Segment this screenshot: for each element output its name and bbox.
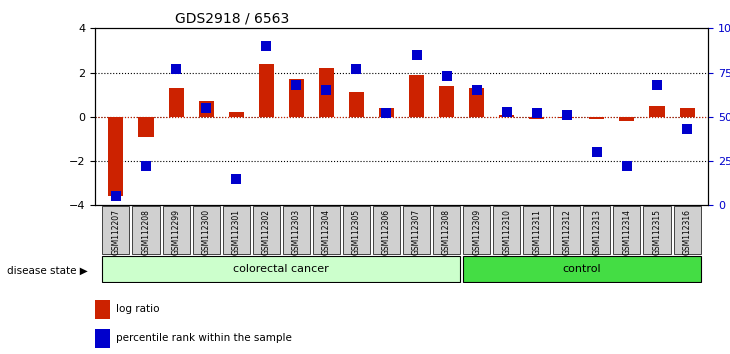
Point [291,82,302,88]
Text: GSM112306: GSM112306 [382,209,391,255]
FancyBboxPatch shape [132,206,160,254]
Point [200,105,212,111]
FancyBboxPatch shape [193,206,220,254]
FancyBboxPatch shape [493,206,520,254]
Text: disease state ▶: disease state ▶ [7,266,88,276]
FancyBboxPatch shape [553,206,580,254]
Point [651,82,663,88]
FancyBboxPatch shape [403,206,430,254]
Bar [650,106,664,117]
Point [681,126,693,132]
FancyBboxPatch shape [433,206,460,254]
Bar [289,79,304,117]
FancyBboxPatch shape [463,206,490,254]
Text: GSM112302: GSM112302 [262,209,271,255]
Point [621,164,633,169]
Bar [620,117,634,121]
Point [170,66,182,72]
Text: GSM112314: GSM112314 [623,209,631,255]
Bar [499,115,514,117]
Text: GDS2918 / 6563: GDS2918 / 6563 [174,12,289,26]
Bar [169,88,183,117]
FancyBboxPatch shape [283,206,310,254]
Bar [95,300,110,319]
Point [380,110,392,116]
FancyBboxPatch shape [163,206,190,254]
FancyBboxPatch shape [613,206,640,254]
Bar [109,117,123,196]
Point [441,73,453,79]
FancyBboxPatch shape [523,206,550,254]
Text: GSM112300: GSM112300 [201,209,211,255]
Point [471,87,483,93]
Text: GSM112208: GSM112208 [142,209,150,255]
Bar [559,117,575,118]
FancyBboxPatch shape [253,206,280,254]
Point [231,176,242,182]
Bar [589,117,604,119]
Bar [95,329,110,348]
Text: GSM112207: GSM112207 [112,209,120,255]
Text: GSM112316: GSM112316 [683,209,691,255]
FancyBboxPatch shape [674,206,701,254]
Point [591,149,603,155]
Point [110,194,122,199]
Text: GSM112311: GSM112311 [532,209,541,255]
Text: log ratio: log ratio [116,304,160,314]
Text: GSM112309: GSM112309 [472,209,481,255]
Point [411,52,423,58]
Text: GSM112312: GSM112312 [562,209,572,255]
Text: GSM112315: GSM112315 [653,209,661,255]
Bar [529,117,545,119]
Bar [258,64,274,117]
Bar [379,108,394,117]
Bar [228,113,244,117]
Text: GSM112310: GSM112310 [502,209,511,255]
FancyBboxPatch shape [583,206,610,254]
FancyBboxPatch shape [313,206,340,254]
Bar [349,92,364,117]
Text: percentile rank within the sample: percentile rank within the sample [116,333,292,343]
Bar [319,68,334,117]
FancyBboxPatch shape [643,206,671,254]
Text: GSM112303: GSM112303 [292,209,301,255]
Text: colorectal cancer: colorectal cancer [234,264,329,274]
Bar [680,108,694,117]
Bar [199,101,214,117]
Point [320,87,332,93]
Text: GSM112307: GSM112307 [412,209,421,255]
FancyBboxPatch shape [463,256,701,282]
Text: GSM112305: GSM112305 [352,209,361,255]
FancyBboxPatch shape [102,256,460,282]
Text: control: control [563,264,602,274]
Point [501,109,512,114]
Point [140,164,152,169]
Text: GSM112308: GSM112308 [442,209,451,255]
Bar [439,86,454,117]
Bar [409,75,424,117]
FancyBboxPatch shape [102,206,129,254]
Text: GSM112299: GSM112299 [172,209,180,255]
Point [350,66,362,72]
FancyBboxPatch shape [373,206,400,254]
Text: GSM112313: GSM112313 [592,209,602,255]
Text: GSM112301: GSM112301 [231,209,241,255]
Point [261,43,272,49]
Point [561,112,572,118]
FancyBboxPatch shape [223,206,250,254]
FancyBboxPatch shape [343,206,370,254]
Text: GSM112304: GSM112304 [322,209,331,255]
Point [531,110,542,116]
Bar [469,88,484,117]
Bar [139,117,153,137]
